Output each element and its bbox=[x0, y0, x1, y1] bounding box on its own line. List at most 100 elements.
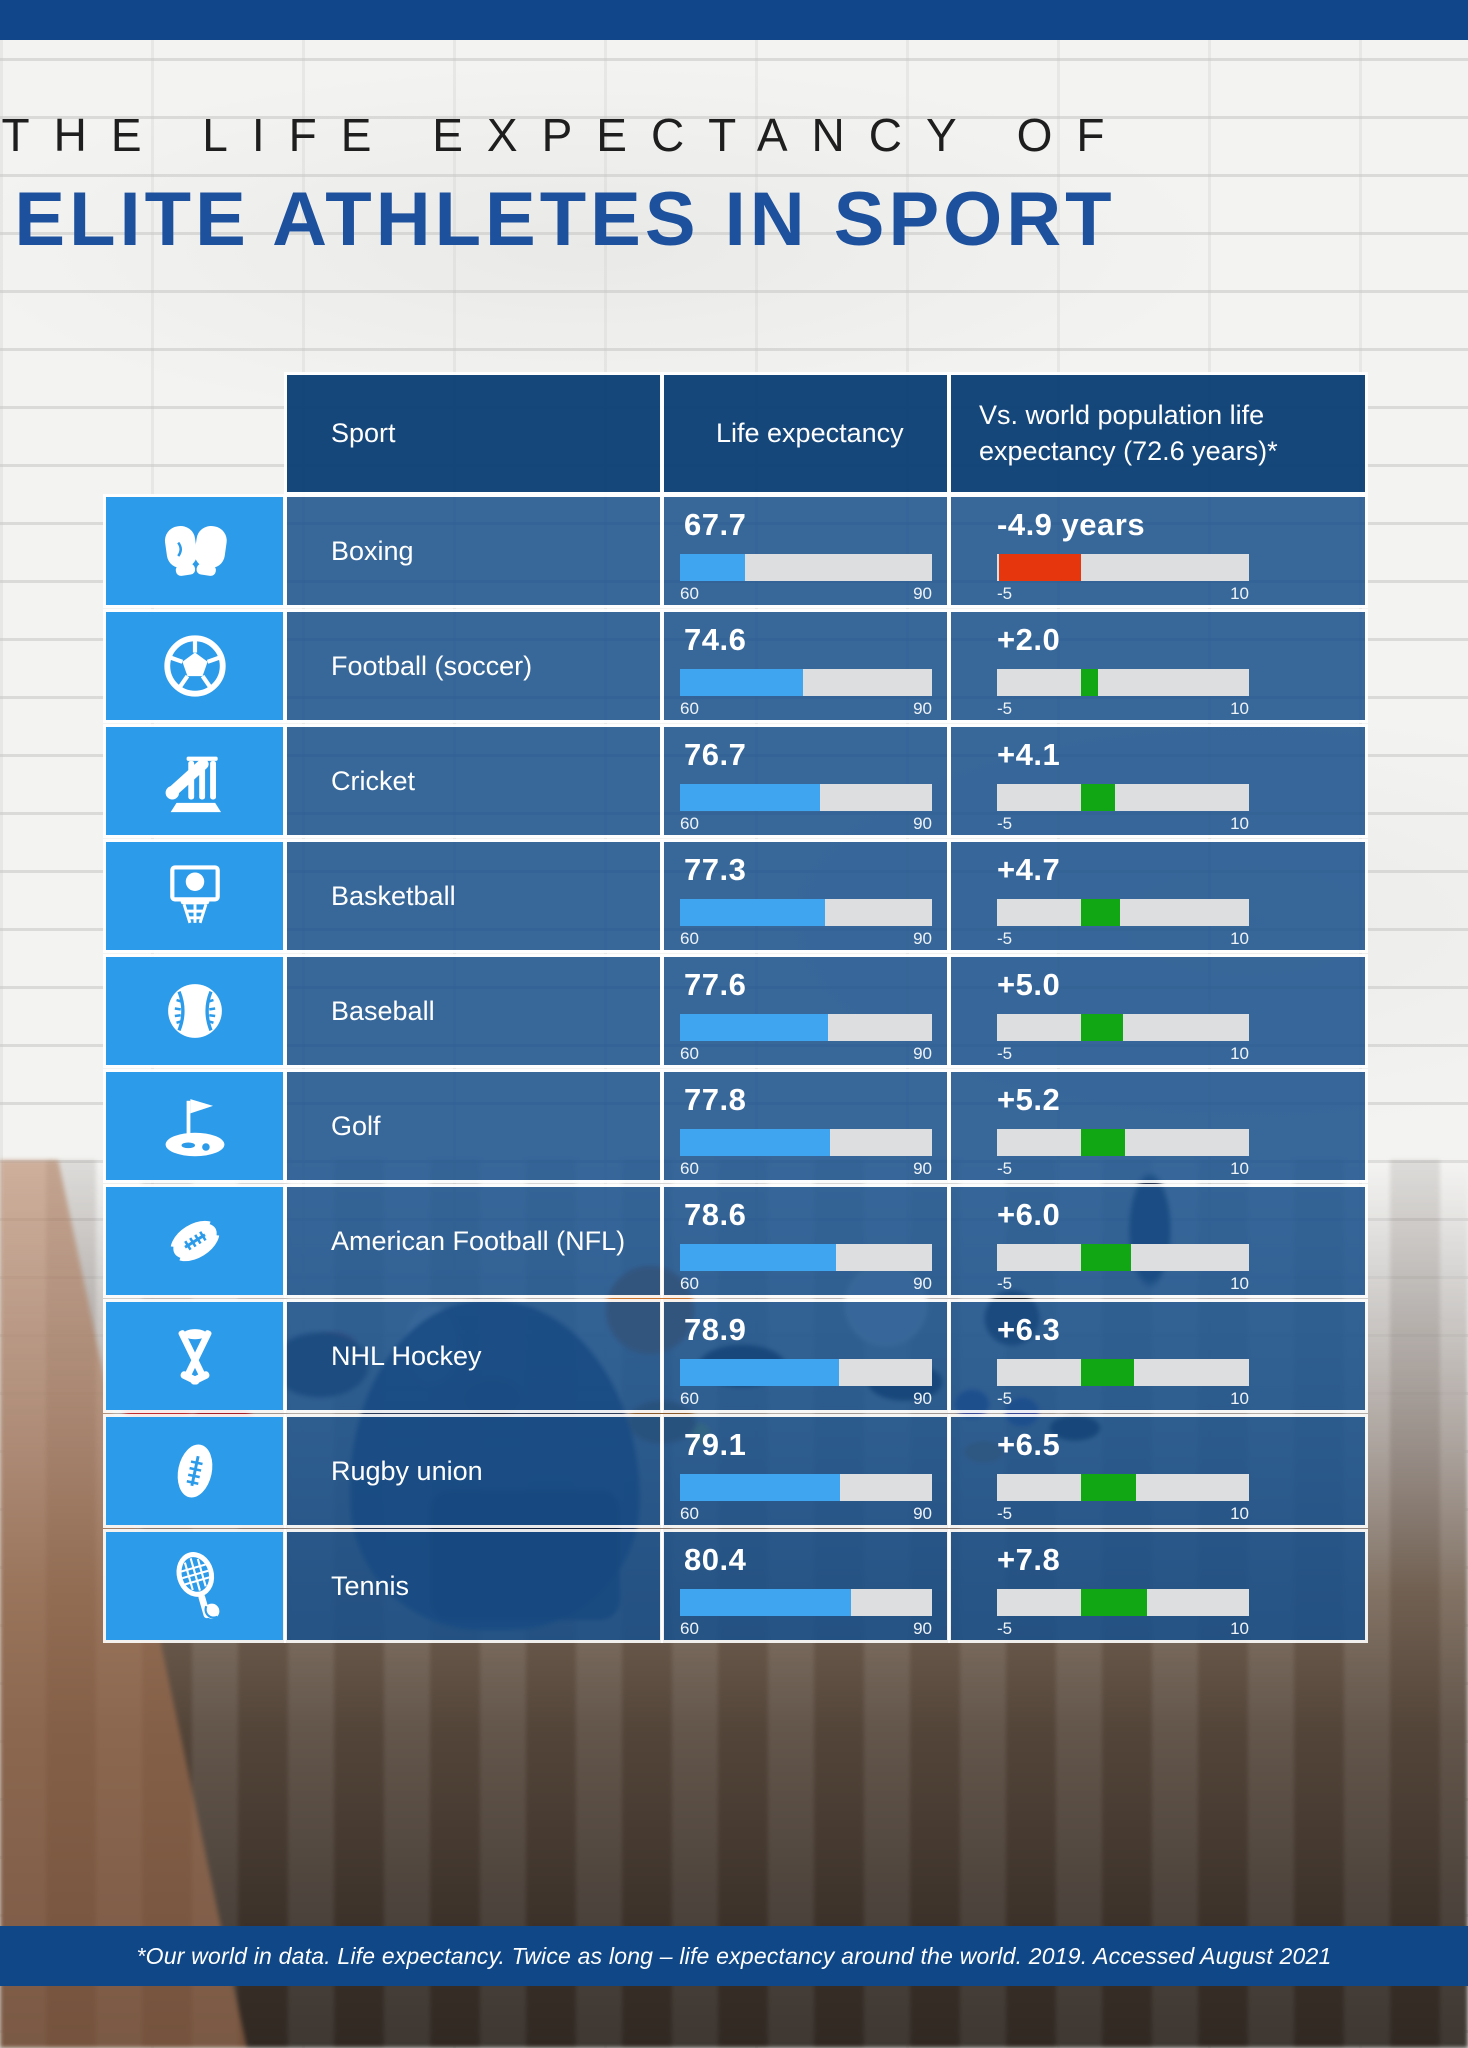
axis-max-label: 10 bbox=[1230, 814, 1249, 833]
sport-icon bbox=[153, 854, 237, 938]
vs-world-value: +4.7 bbox=[997, 852, 1061, 887]
vs-axis-labels: -5 10 bbox=[997, 1619, 1249, 1639]
vs-world-bar-fill bbox=[1081, 1589, 1147, 1616]
vs-world-bar-track bbox=[997, 1589, 1249, 1616]
axis-max-label: 90 bbox=[913, 929, 932, 948]
sport-icon-tile bbox=[106, 727, 283, 835]
life-expectancy-cell: 67.7 60 90 bbox=[664, 497, 947, 605]
axis-min-label: -5 bbox=[997, 929, 1013, 948]
life-expectancy-cell: 78.6 60 90 bbox=[664, 1187, 947, 1295]
sport-icon bbox=[153, 969, 237, 1053]
axis-max-label: 10 bbox=[1230, 1389, 1249, 1408]
table-body: Boxing 67.7 60 90 -4.9 years -5 10 Footb… bbox=[106, 497, 1365, 1640]
life-expectancy-value: 79.1 bbox=[684, 1427, 747, 1462]
life-axis-labels: 60 90 bbox=[680, 814, 932, 834]
axis-max-label: 90 bbox=[913, 1044, 932, 1063]
sport-icon-tile bbox=[106, 1417, 283, 1525]
axis-min-label: 60 bbox=[680, 814, 699, 833]
vs-axis-labels: -5 10 bbox=[997, 1504, 1249, 1524]
vs-world-cell: +2.0 -5 10 bbox=[951, 612, 1365, 720]
vs-axis-labels: -5 10 bbox=[997, 1274, 1249, 1294]
sport-icon-tile bbox=[106, 497, 283, 605]
vs-world-cell: +6.3 -5 10 bbox=[951, 1302, 1365, 1410]
axis-min-label: 60 bbox=[680, 929, 699, 948]
life-axis-labels: 60 90 bbox=[680, 1389, 932, 1409]
sport-icon bbox=[153, 1429, 237, 1513]
vs-world-bar-track bbox=[997, 1129, 1249, 1156]
sport-name: Rugby union bbox=[331, 1455, 483, 1486]
axis-max-label: 90 bbox=[913, 1504, 932, 1523]
sport-icon bbox=[153, 509, 237, 593]
life-expectancy-bar-track bbox=[680, 899, 932, 926]
axis-max-label: 10 bbox=[1230, 1619, 1249, 1638]
vs-world-bar-track bbox=[997, 899, 1249, 926]
sport-icon-tile bbox=[106, 842, 283, 950]
sport-name-cell: Baseball bbox=[287, 957, 660, 1065]
axis-max-label: 10 bbox=[1230, 1274, 1249, 1293]
sport-name: American Football (NFL) bbox=[331, 1225, 626, 1256]
life-expectancy-bar-fill bbox=[680, 669, 803, 696]
sport-name: Cricket bbox=[331, 765, 416, 796]
vs-world-cell: +4.1 -5 10 bbox=[951, 727, 1365, 835]
life-expectancy-cell: 77.3 60 90 bbox=[664, 842, 947, 950]
life-expectancy-bar-fill bbox=[680, 554, 745, 581]
axis-min-label: -5 bbox=[997, 1044, 1013, 1063]
life-expectancy-bar-track bbox=[680, 1129, 932, 1156]
axis-max-label: 90 bbox=[913, 1389, 932, 1408]
sport-name: Golf bbox=[331, 1110, 381, 1141]
axis-min-label: -5 bbox=[997, 1159, 1013, 1178]
life-expectancy-bar-fill bbox=[680, 1359, 839, 1386]
vs-world-cell: +5.2 -5 10 bbox=[951, 1072, 1365, 1180]
life-axis-labels: 60 90 bbox=[680, 584, 932, 604]
life-expectancy-bar-track bbox=[680, 1014, 932, 1041]
sport-name: Football (soccer) bbox=[331, 650, 533, 681]
life-expectancy-cell: 74.6 60 90 bbox=[664, 612, 947, 720]
sport-name-cell: Football (soccer) bbox=[287, 612, 660, 720]
life-axis-labels: 60 90 bbox=[680, 1504, 932, 1524]
life-expectancy-cell: 79.1 60 90 bbox=[664, 1417, 947, 1525]
axis-max-label: 10 bbox=[1230, 1504, 1249, 1523]
sport-icon-tile bbox=[106, 612, 283, 720]
sport-name-cell: Rugby union bbox=[287, 1417, 660, 1525]
life-expectancy-bar-fill bbox=[680, 1589, 852, 1616]
vs-world-cell: +6.0 -5 10 bbox=[951, 1187, 1365, 1295]
life-axis-labels: 60 90 bbox=[680, 1274, 932, 1294]
sport-icon bbox=[153, 1084, 237, 1168]
vs-world-value: +2.0 bbox=[997, 622, 1061, 657]
sport-name: NHL Hockey bbox=[331, 1340, 482, 1371]
vs-world-bar-track bbox=[997, 554, 1249, 581]
column-header-sport: Sport bbox=[287, 375, 660, 492]
axis-min-label: 60 bbox=[680, 1044, 699, 1063]
vs-world-value: +7.8 bbox=[997, 1542, 1061, 1577]
sport-name-cell: Golf bbox=[287, 1072, 660, 1180]
sport-name-cell: Tennis bbox=[287, 1532, 660, 1640]
source-note: *Our world in data. Life expectancy. Twi… bbox=[136, 1942, 1332, 1969]
vs-world-bar-track bbox=[997, 1014, 1249, 1041]
vs-world-cell: +4.7 -5 10 bbox=[951, 842, 1365, 950]
axis-min-label: -5 bbox=[997, 699, 1013, 718]
axis-max-label: 10 bbox=[1230, 1159, 1249, 1178]
vs-world-value: +4.1 bbox=[997, 737, 1061, 772]
vs-world-bar-fill bbox=[1081, 899, 1121, 926]
sport-name: Baseball bbox=[331, 995, 435, 1026]
table-header-row: Sport Life expectancy Vs. world populati… bbox=[287, 375, 1365, 492]
life-expectancy-value: 80.4 bbox=[684, 1542, 747, 1577]
axis-min-label: 60 bbox=[680, 1274, 699, 1293]
vs-world-bar-track bbox=[997, 1244, 1249, 1271]
vs-world-bar-fill bbox=[1081, 1014, 1123, 1041]
sport-icon bbox=[153, 1544, 237, 1628]
life-expectancy-bar-fill bbox=[680, 1474, 841, 1501]
title-line-1: THE LIFE EXPECTANCY OF bbox=[1, 109, 1129, 161]
sport-icon-tile bbox=[106, 1187, 283, 1295]
life-expectancy-bar-track bbox=[680, 1589, 932, 1616]
vs-axis-labels: -5 10 bbox=[997, 1044, 1249, 1064]
page-title: THE LIFE EXPECTANCY OF ELITE ATHLETES IN… bbox=[0, 108, 1130, 263]
vs-axis-labels: -5 10 bbox=[997, 584, 1249, 604]
sport-name-cell: Basketball bbox=[287, 842, 660, 950]
axis-max-label: 90 bbox=[913, 699, 932, 718]
axis-min-label: -5 bbox=[997, 1274, 1013, 1293]
sport-icon bbox=[153, 1314, 237, 1398]
vs-world-cell: -4.9 years -5 10 bbox=[951, 497, 1365, 605]
vs-world-value: +6.0 bbox=[997, 1197, 1061, 1232]
axis-max-label: 10 bbox=[1230, 1044, 1249, 1063]
